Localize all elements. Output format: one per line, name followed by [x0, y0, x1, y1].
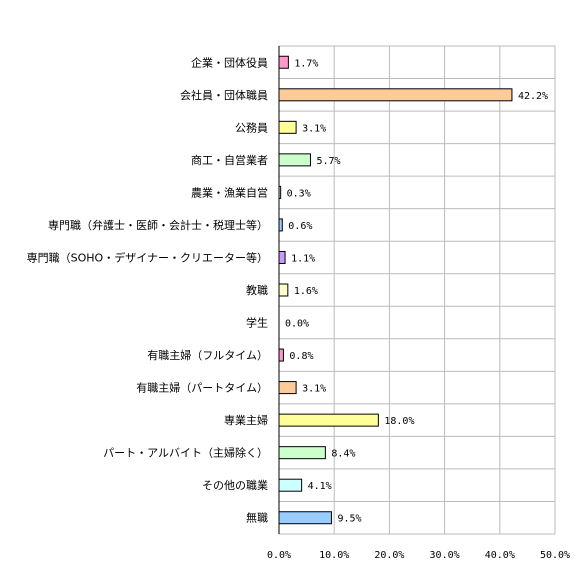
value-label: 3.1%	[302, 384, 326, 395]
x-tick-label: 20.0%	[374, 550, 404, 561]
x-tick-label: 10.0%	[319, 550, 349, 561]
category-label: 公務員	[235, 120, 268, 134]
bars-group	[278, 55, 513, 525]
value-label: 18.0%	[384, 416, 414, 427]
bar	[278, 511, 332, 525]
category-label: 商工・自営業者	[191, 153, 268, 167]
category-label: 専門職（弁護士・医師・会計士・税理士等）	[48, 218, 268, 232]
x-axis-ticks: 0.0% 10.0% 20.0% 30.0% 40.0% 50.0%	[267, 550, 570, 561]
bar	[278, 88, 513, 102]
x-tick-label: 30.0%	[430, 550, 460, 561]
category-label: 教職	[246, 284, 268, 297]
category-label: 学生	[246, 316, 268, 330]
value-label: 4.1%	[308, 481, 332, 492]
value-label: 1.7%	[294, 58, 318, 69]
value-label: 1.6%	[294, 286, 318, 297]
value-label: 0.6%	[288, 221, 312, 232]
category-label: 専業主婦	[224, 413, 268, 427]
value-label: 8.4%	[331, 449, 355, 460]
x-tick-label: 50.0%	[540, 550, 570, 561]
category-label: 無職	[246, 511, 268, 525]
category-label: 専門職（SOHO・デザイナー・クリエーター等）	[27, 250, 268, 264]
bar	[278, 120, 297, 134]
value-label: 0.8%	[289, 351, 313, 362]
value-label: 42.2%	[518, 91, 548, 102]
bar	[278, 55, 289, 69]
category-label: 企業・団体役員	[191, 55, 268, 69]
bar	[278, 283, 289, 297]
bar	[278, 381, 297, 395]
bar	[278, 348, 284, 362]
value-label: 1.1%	[291, 253, 315, 264]
x-tick-label: 0.0%	[267, 550, 291, 561]
grid-lines	[278, 45, 556, 535]
value-label: 0.3%	[287, 188, 311, 199]
value-label: 3.1%	[302, 123, 326, 134]
category-label: 会社員・団体職員	[180, 88, 268, 102]
bar	[278, 413, 379, 427]
value-labels: 1.7% 42.2% 3.1% 5.7% 0.3% 0.6% 1.1% 1.6% 0.0% 0.8…	[285, 58, 548, 524]
category-labels: 企業・団体役員会社員・団体職員公務員商工・自営業者農業・漁業自営専門職（弁護士・…	[27, 55, 268, 524]
category-label: その他の職業	[202, 479, 268, 492]
bar	[278, 153, 311, 167]
bar	[278, 250, 286, 264]
bar	[278, 446, 326, 460]
category-label: 有職主婦（パートタイム）	[136, 381, 268, 395]
category-label: パート・アルバイト（主婦除く）	[103, 446, 268, 460]
value-label: 9.5%	[337, 514, 361, 525]
bar	[278, 478, 303, 492]
value-label: 0.0%	[285, 319, 309, 330]
category-label: 有職主婦（フルタイム）	[147, 348, 268, 362]
value-label: 5.7%	[316, 156, 340, 167]
x-tick-label: 40.0%	[485, 550, 515, 561]
category-label: 農業・漁業自営	[191, 185, 268, 199]
plot-area	[279, 46, 555, 534]
